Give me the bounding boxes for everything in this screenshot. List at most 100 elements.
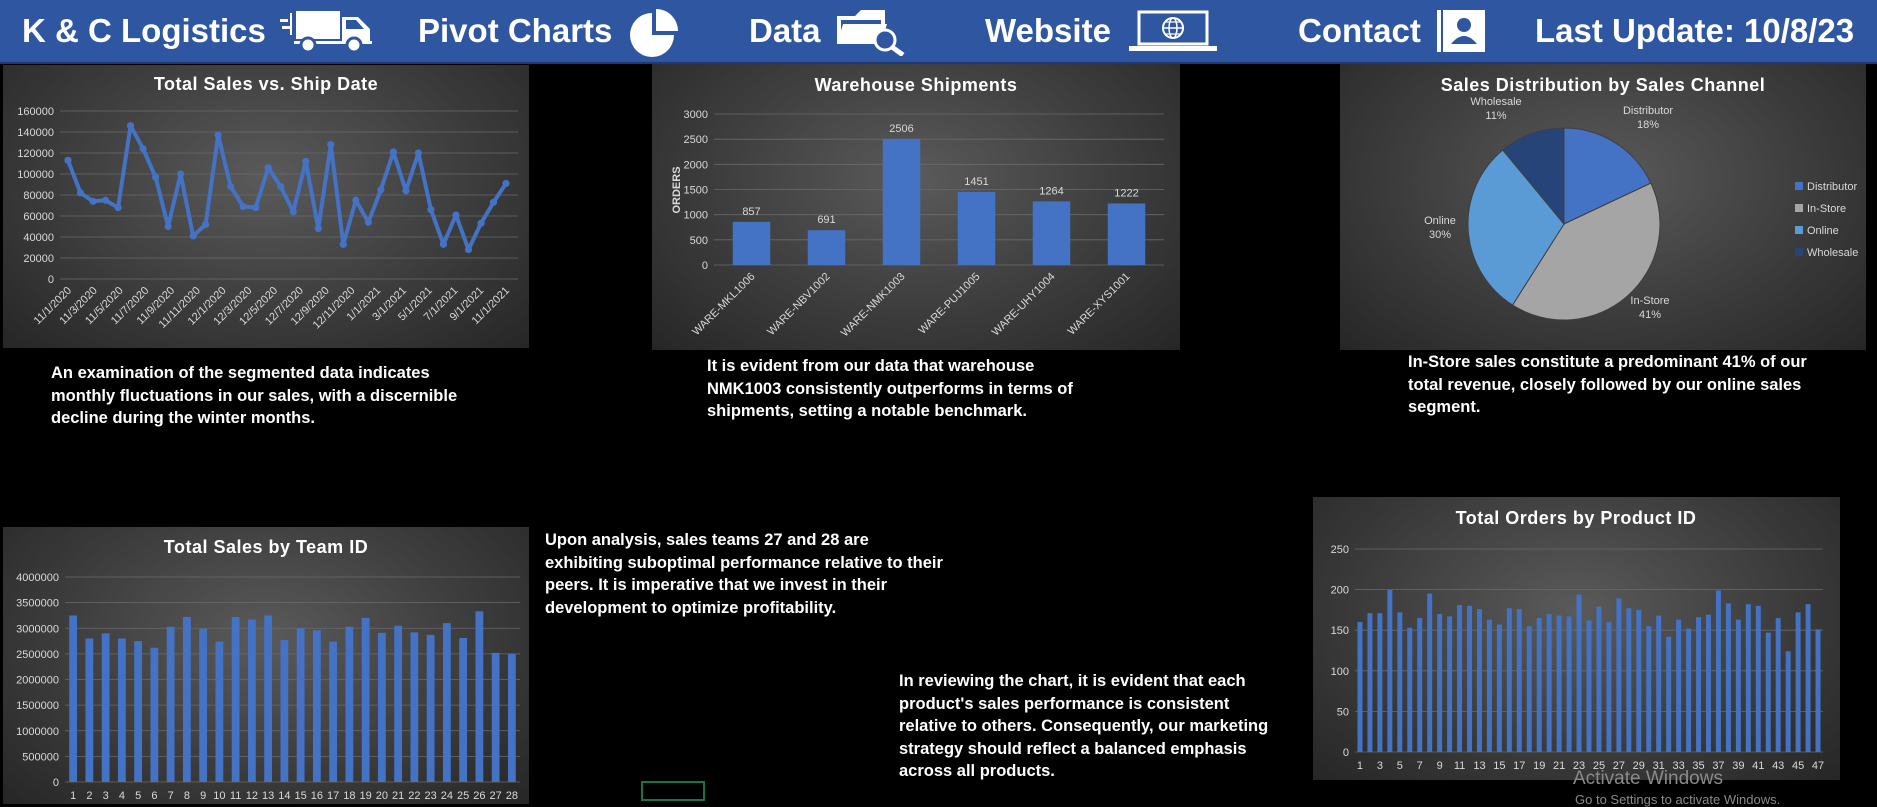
x-tick-label: 25 [1593, 760, 1605, 772]
y-tick-label: 0 [48, 274, 54, 286]
bar [1755, 605, 1761, 752]
y-tick-label: 1500000 [16, 700, 59, 712]
bar [1596, 606, 1602, 752]
nav-brand[interactable]: K & C Logistics [22, 0, 374, 62]
bar [507, 653, 516, 782]
bar [491, 652, 500, 782]
chart-warehouse-shipments[interactable]: Warehouse Shipments 0 500 1000 1500 2000 2500 3… [652, 64, 1180, 350]
bar [247, 619, 256, 782]
x-tick-label: 17 [1513, 760, 1525, 772]
bar [1656, 615, 1662, 752]
data-point [339, 240, 347, 248]
x-tick-label: 5 [135, 790, 141, 802]
data-point [364, 218, 372, 226]
bar [732, 221, 771, 265]
x-tick-label: WARE-MKL1006 [690, 271, 757, 338]
bar [1576, 594, 1582, 752]
chart-orders-by-product[interactable]: Total Orders by Product ID 0 50 100 150 200 25… [1313, 497, 1840, 780]
bar [1377, 613, 1383, 752]
x-tick-label: 13 [262, 790, 274, 802]
activate-windows-title: Activate Windows [1573, 768, 1723, 789]
x-tick-label: 11 [1454, 760, 1465, 772]
x-tick-label: 41 [1752, 760, 1764, 772]
x-tick-label: 43 [1772, 760, 1784, 772]
x-tick-label: 35 [1692, 760, 1704, 772]
bar [215, 641, 224, 782]
bar [166, 626, 175, 782]
x-tick-label: 19 [1533, 760, 1545, 772]
slice-label-percent: 11% [1485, 110, 1506, 122]
data-point [189, 232, 197, 240]
selected-cell[interactable] [641, 781, 705, 801]
x-tick-label: 28 [506, 790, 518, 802]
bar [957, 191, 996, 265]
x-tick-label: 21 [392, 790, 404, 802]
bar [1586, 620, 1592, 752]
chart-sales-vs-ship-date[interactable]: Total Sales vs. Ship Date 0 20000 40000 6000… [3, 65, 529, 348]
bar [1427, 593, 1433, 752]
chart-sales-by-team[interactable]: Total Sales by Team ID 0 500000 1000000 1500… [3, 527, 529, 804]
data-point [452, 211, 460, 219]
bar [1785, 651, 1791, 752]
nav-pivot-charts[interactable]: Pivot Charts [418, 0, 682, 62]
chart-sales-by-channel[interactable]: Sales Distribution by Sales Channel Distr… [1340, 64, 1866, 350]
bar [394, 625, 403, 782]
x-tick-label: 25 [457, 790, 469, 802]
top-nav-bar: K & C Logistics Pivot Charts Data [0, 0, 1877, 64]
data-point [477, 219, 485, 227]
sales-by-team-svg: Total Sales by Team ID 0 500000 1000000 1500… [16, 537, 520, 802]
y-tick-label: 50 [1337, 706, 1349, 718]
nav-data[interactable]: Data [749, 0, 907, 62]
data-point [464, 246, 473, 254]
note-sales-vs-ship: An examination of the segmented data ind… [51, 364, 458, 427]
data-point [114, 204, 122, 212]
x-tick-label: 31 [1653, 760, 1665, 772]
sales-by-channel-svg: Sales Distribution by Sales Channel Distr… [1424, 75, 1858, 321]
y-tick-label: 4000000 [16, 572, 59, 584]
pie-chart-icon [626, 5, 682, 57]
x-tick-label: 24 [441, 790, 453, 802]
bar [426, 634, 435, 782]
data-point [314, 225, 322, 233]
nav-data-label: Data [749, 12, 821, 49]
x-tick-label: 23 [425, 790, 437, 802]
contact-card-icon [1435, 8, 1487, 54]
x-tick-label: 10 [213, 790, 225, 802]
bar [1815, 629, 1821, 752]
bar [1506, 608, 1512, 752]
x-tick-label: 2 [86, 790, 92, 802]
note-channel: In-Store sales constitute a predominant … [1408, 353, 1807, 416]
data-point [439, 240, 448, 248]
y-tick-label: 40000 [23, 232, 54, 244]
bar [1032, 201, 1071, 265]
nav-website[interactable]: Website [985, 0, 1221, 62]
data-label: 1264 [1039, 185, 1063, 197]
laptop-globe-icon [1125, 8, 1221, 54]
nav-pivot-label: Pivot Charts [418, 12, 613, 49]
nav-contact[interactable]: Contact [1298, 0, 1487, 62]
bar [1765, 632, 1771, 752]
data-point [402, 187, 410, 195]
orders-by-product-svg: Total Orders by Product ID 0 50 100 150 200 25… [1331, 508, 1825, 772]
x-tick-label: 26 [473, 790, 485, 802]
x-tick-label: 3 [1377, 760, 1383, 772]
y-tick-label: 200 [1331, 585, 1349, 597]
x-tick-label: 9 [1437, 760, 1443, 772]
x-tick-label: 12 [246, 790, 258, 802]
y-tick-label: 80000 [23, 190, 54, 202]
chart-title: Total Orders by Product ID [1456, 508, 1697, 528]
legend-label: Online [1807, 225, 1839, 237]
bar [475, 611, 484, 782]
x-tick-label: 22 [408, 790, 420, 802]
data-point [377, 186, 385, 194]
y-tick-label: 3000 [684, 109, 708, 121]
data-point [101, 196, 110, 204]
chart-title: Sales Distribution by Sales Channel [1441, 75, 1766, 95]
bar [1795, 612, 1801, 752]
bar [312, 630, 321, 782]
y-tick-label: 3500000 [16, 598, 59, 610]
legend-swatch [1795, 182, 1803, 190]
bar [264, 615, 273, 782]
last-update: Last Update: 10/8/23 [1535, 0, 1854, 62]
bar [150, 647, 159, 782]
